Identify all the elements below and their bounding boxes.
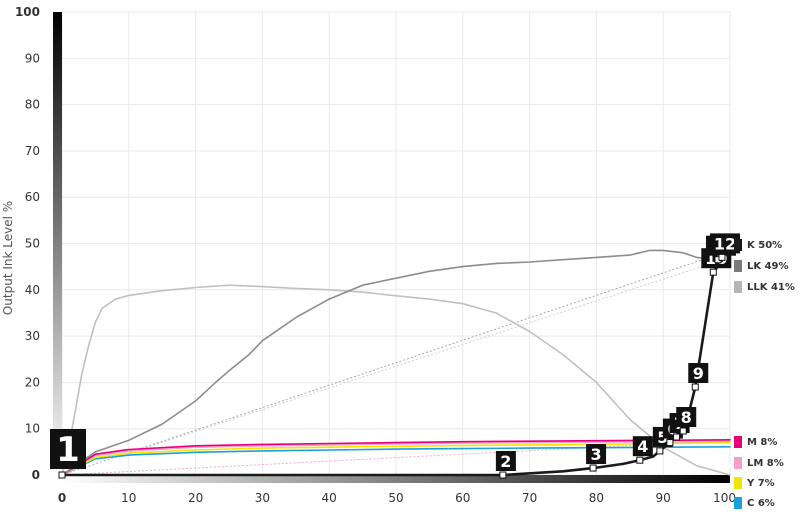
legend-swatch [734, 436, 742, 448]
control-point-label: 2 [500, 452, 511, 471]
legend-item-k[interactable]: K 50% [734, 234, 804, 256]
series-line-m [61, 439, 731, 476]
x-gradient-bar [62, 475, 730, 483]
control-point-handle[interactable] [673, 433, 681, 441]
x-tick-label: 20 [188, 491, 203, 505]
legend-label: LM 8% [747, 457, 784, 469]
control-point-4[interactable]: 4 [632, 436, 653, 464]
x-tick-label: 90 [656, 491, 671, 505]
control-point-handle[interactable] [499, 471, 507, 479]
y-tick-label: 20 [25, 375, 40, 389]
control-point-label: 9 [693, 364, 704, 383]
reference-lines [61, 249, 731, 476]
reference-line [61, 439, 731, 476]
y-tick-label: 100 [15, 5, 40, 19]
legend-label: M 8% [747, 436, 778, 448]
control-point-3[interactable]: 3 [586, 444, 607, 472]
legend-item-lm[interactable]: LM 8% [734, 452, 804, 474]
legend-item-c[interactable]: C 6% [734, 492, 804, 514]
control-point-handle[interactable] [58, 471, 66, 479]
control-point-badge [676, 407, 697, 428]
series-lines [60, 249, 732, 477]
legend-label: Y 7% [747, 477, 775, 489]
control-point-12[interactable]: 12 [709, 233, 740, 261]
legend-label: LK 49% [747, 260, 789, 272]
legend-item-y[interactable]: Y 7% [734, 472, 804, 494]
control-point-label: 5 [657, 428, 668, 447]
y-gradient-bar [53, 12, 62, 475]
legend-item-llk[interactable]: LLK 41% [734, 276, 804, 298]
control-point-badge [688, 363, 709, 384]
legend-label: LLK 41% [747, 281, 795, 293]
legend-swatch [734, 497, 742, 509]
x-tick-label: 70 [522, 491, 537, 505]
control-point-handle[interactable] [679, 427, 687, 435]
y-tick-label: 90 [25, 51, 40, 65]
legend-swatch [734, 239, 742, 251]
control-point-handle[interactable] [666, 439, 674, 447]
legend-swatch [734, 457, 742, 469]
control-point-badge [586, 444, 607, 465]
x-tick-label: 30 [255, 491, 270, 505]
control-point-badge [50, 429, 86, 469]
control-point-1[interactable]: 1 [50, 429, 86, 479]
y-tick-label: 40 [25, 283, 40, 297]
y-tick-label: 10 [25, 422, 40, 436]
x-tick-label: 50 [388, 491, 403, 505]
control-points[interactable]: 123456789101112 [50, 233, 740, 479]
x-tick-label: 80 [589, 491, 604, 505]
legend-swatch [734, 281, 742, 293]
y-tick-label: 60 [25, 190, 40, 204]
series-line-lk [61, 249, 731, 476]
legend-item-m[interactable]: M 8% [734, 431, 804, 453]
control-point-badge [495, 451, 516, 471]
x-tick-label: 60 [455, 491, 470, 505]
control-point-label: 8 [681, 408, 692, 427]
series-line-llk [61, 284, 731, 476]
control-point-handle[interactable] [636, 456, 644, 464]
y-tick-label: 80 [25, 98, 40, 112]
control-point-handle[interactable] [691, 383, 699, 391]
legend-swatch [734, 260, 742, 272]
control-point-2[interactable]: 2 [495, 451, 516, 479]
control-point-label: 3 [590, 445, 601, 464]
control-point-badge [632, 436, 653, 457]
control-point-handle[interactable] [589, 464, 597, 472]
reference-line [61, 249, 731, 476]
control-point-handle[interactable] [656, 447, 664, 455]
control-point-badge [709, 233, 740, 254]
y-axis-title: Output Ink Level % [1, 201, 15, 315]
y-tick-label: 30 [25, 329, 40, 343]
control-point-9[interactable]: 9 [688, 363, 709, 391]
legend-item-lk[interactable]: LK 49% [734, 255, 804, 277]
x-tick-label: 40 [322, 491, 337, 505]
series-line-lm [61, 440, 731, 476]
legend-label: K 50% [747, 239, 783, 251]
y-tick-label: 70 [25, 144, 40, 158]
legend-swatch [734, 477, 742, 489]
legend-label: C 6% [747, 497, 775, 509]
x-tick-label: 100 [713, 491, 736, 505]
reference-line [61, 256, 731, 476]
control-point-label: 1 [56, 430, 80, 470]
series-line-y [61, 441, 731, 476]
y-tick-label: 0 [32, 468, 40, 482]
x-tick-label: 0 [58, 491, 66, 505]
control-point-label: 4 [637, 437, 648, 456]
control-point-handle[interactable] [718, 253, 726, 261]
grid-lines [61, 11, 731, 476]
x-tick-label: 10 [121, 491, 136, 505]
series-line-c [61, 446, 731, 476]
y-tick-label: 50 [25, 237, 40, 251]
control-point-label: 12 [714, 234, 736, 253]
control-point-8[interactable]: 8 [676, 407, 697, 435]
axis-ticks: 0 10 20 30 40 50 60 70 80 90 100 0 10 20 30 40 50 60 70 80 9… [15, 5, 736, 505]
control-point-handle[interactable] [709, 268, 717, 276]
